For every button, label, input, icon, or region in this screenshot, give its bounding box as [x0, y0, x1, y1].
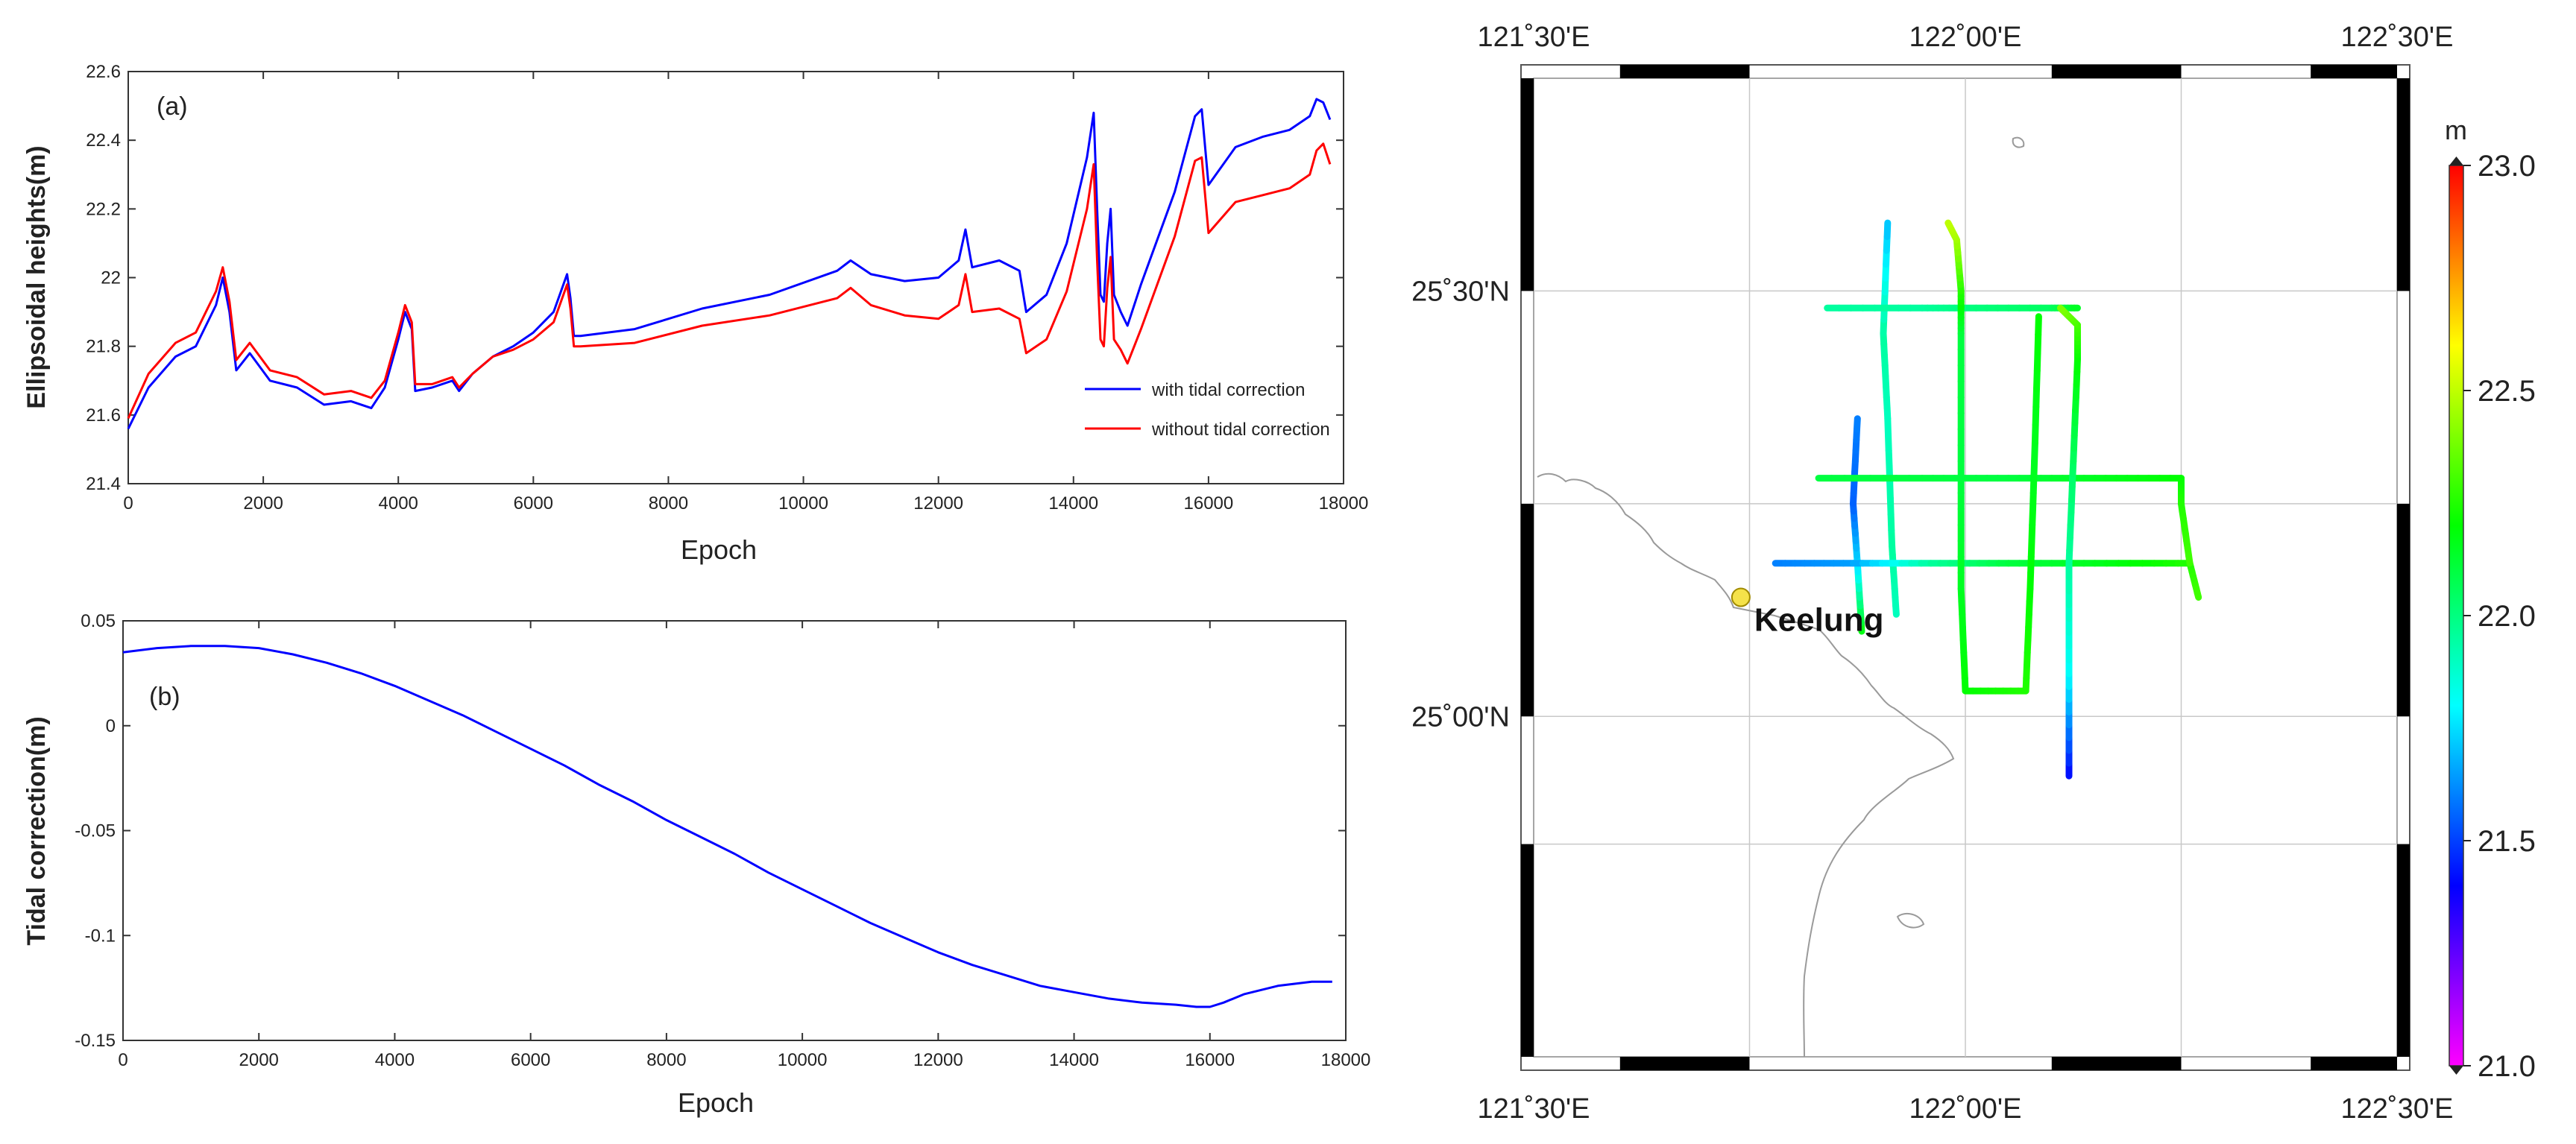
colorbar-tick-label: 23.0 [2478, 150, 2536, 183]
chart-a-series-0-line [127, 98, 1332, 429]
chart-b-xtick-label: 2000 [239, 1050, 279, 1070]
map-frame-bottom-segment [2311, 1057, 2397, 1070]
map-frame-right-segment [2397, 78, 2410, 291]
colorbar-top-arrow-icon [2449, 157, 2463, 165]
chart-b-xtick-label: 6000 [511, 1050, 550, 1070]
chart-a-xlabel: Epoch [681, 534, 757, 565]
ellipsoidal-heights-chart: (a) 21.4 21.6 21.8 22 22.2 22.4 22.6 0 2000 4000… [22, 62, 1368, 565]
chart-a-xtick-label: 0 [123, 493, 133, 513]
colorbar-tick-label: 21.0 [2478, 1050, 2536, 1083]
map-lat-tick: 25˚30'N [1411, 276, 1510, 307]
map-frame-top-segment [2051, 65, 2182, 78]
chart-b-xtick-label: 18000 [1321, 1050, 1371, 1070]
map-lon-tick-top: 122˚00'E [1909, 22, 2022, 53]
keelung-label: Keelung [1754, 602, 1884, 639]
colorbar-unit: m [2445, 115, 2467, 145]
chart-a-ytick-label: 21.6 [86, 405, 121, 426]
chart-b-xtick-label: 4000 [375, 1050, 415, 1070]
legend-without-tidal-correction: without tidal correction [1151, 420, 1330, 440]
map-lat-tick: 25˚00'N [1411, 701, 1510, 733]
map-lon-tick-bottom: 122˚30'E [2341, 1093, 2454, 1125]
legend-with-tidal-correction: with tidal correction [1151, 380, 1305, 400]
keelung-marker-icon [1731, 587, 1751, 607]
chart-a-xtick-label: 8000 [649, 493, 688, 513]
map-frame-left-segment [1521, 844, 1534, 1057]
island-small-1 [2012, 136, 2025, 148]
chart-a-xtick-label: 6000 [514, 493, 553, 513]
colorbar-tick-label: 21.5 [2478, 825, 2536, 858]
map-lon-tick-bottom: 122˚00'E [1909, 1093, 2022, 1125]
map-frame-right-segment [2397, 844, 2410, 1057]
map-frame-top-segment [2311, 65, 2397, 78]
chart-a-xtick-label: 18000 [1319, 493, 1369, 513]
chart-b-xtick-label: 12000 [913, 1050, 963, 1070]
chart-a-ytick-label: 22.6 [86, 62, 121, 82]
taiwan-coastline [1537, 473, 1955, 1058]
chart-b-ytick-label: -0.05 [75, 821, 116, 841]
chart-a-legend: with tidal correction without tidal corr… [1085, 380, 1330, 440]
chart-a-xtick-label: 12000 [913, 493, 963, 513]
chart-b-ytick-label: 0.05 [81, 611, 116, 631]
map-lon-tick-top: 122˚30'E [2341, 22, 2454, 53]
chart-b-xlabel: Epoch [678, 1087, 754, 1118]
ship-track-0-segment [1883, 219, 1892, 241]
ship-track-5-segment [1944, 219, 1953, 229]
map-frame-bottom-segment [2051, 1057, 2182, 1070]
colorbar-bottom-arrow-icon [2449, 1066, 2463, 1075]
chart-a-xtick-label: 14000 [1048, 493, 1098, 513]
island-small-2 [1896, 912, 1925, 929]
chart-b-ytick-label: -0.15 [75, 1031, 116, 1051]
ship-track-7-segment [2056, 304, 2066, 314]
chart-a-xtick-label: 10000 [778, 493, 828, 513]
chart-a-ytick-label: 22.2 [86, 199, 121, 219]
chart-b-ylabel: Tidal correction(m) [22, 716, 51, 945]
colorbar-tick-label: 22.5 [2478, 375, 2536, 408]
chart-a-xtick-label: 16000 [1184, 493, 1234, 513]
chart-b-xtick-label: 16000 [1185, 1050, 1235, 1070]
colorbar: m 23.0 22.5 22.0 21.5 21.0 [2445, 115, 2536, 1083]
map-frame-right-segment [2397, 503, 2410, 717]
chart-a-ytick-label: 21.4 [86, 474, 121, 494]
chart-b-xtick-label: 0 [118, 1050, 127, 1070]
ship-track-2-segment [2194, 590, 2202, 601]
chart-a-ytick-label: 21.8 [86, 337, 121, 357]
chart-b-ytick-label: 0 [106, 716, 116, 736]
chart-b-xtick-label: 14000 [1049, 1050, 1099, 1070]
map-lon-tick-bottom: 121˚30'E [1478, 1093, 1590, 1125]
chart-b-ytick-label: -0.1 [85, 926, 116, 946]
map-frame-top-segment [1619, 65, 1750, 78]
chart-a-ytick-label: 22.4 [86, 130, 121, 151]
chart-b-xtick-label: 8000 [646, 1050, 686, 1070]
chart-a-xtick-label: 2000 [243, 493, 283, 513]
map-panel: 121˚30'E 122˚00'E 122˚30'E 121˚30'E 122˚00'E… [1411, 22, 2453, 1125]
map-frame-bottom-segment [1619, 1057, 1750, 1070]
ship-track-6-segment [2035, 313, 2042, 338]
chart-a-xtick-label: 4000 [379, 493, 418, 513]
chart-a-ytick-label: 22 [101, 268, 121, 288]
tidal-correction-chart: (b) -0.15 -0.1 -0.05 0 0.05 0 2000 4000 6000 800… [22, 611, 1370, 1118]
ship-track-1-segment [1854, 415, 1861, 433]
map-frame-left-segment [1521, 503, 1534, 717]
map-lon-tick-top: 121˚30'E [1478, 22, 1590, 53]
chart-b-xtick-label: 10000 [778, 1050, 828, 1070]
panel-a-label: (a) [157, 92, 188, 121]
panel-b-label: (b) [149, 683, 180, 711]
ship-track-3-segment [2185, 552, 2194, 567]
chart-a-ylabel: Ellipsoidal heights(m) [22, 145, 51, 408]
map-frame-left-segment [1521, 78, 1534, 291]
colorbar-tick-label: 22.0 [2478, 600, 2536, 633]
chart-a-series-1-line [127, 142, 1332, 420]
chart-b-series-0-line [122, 645, 1332, 1008]
